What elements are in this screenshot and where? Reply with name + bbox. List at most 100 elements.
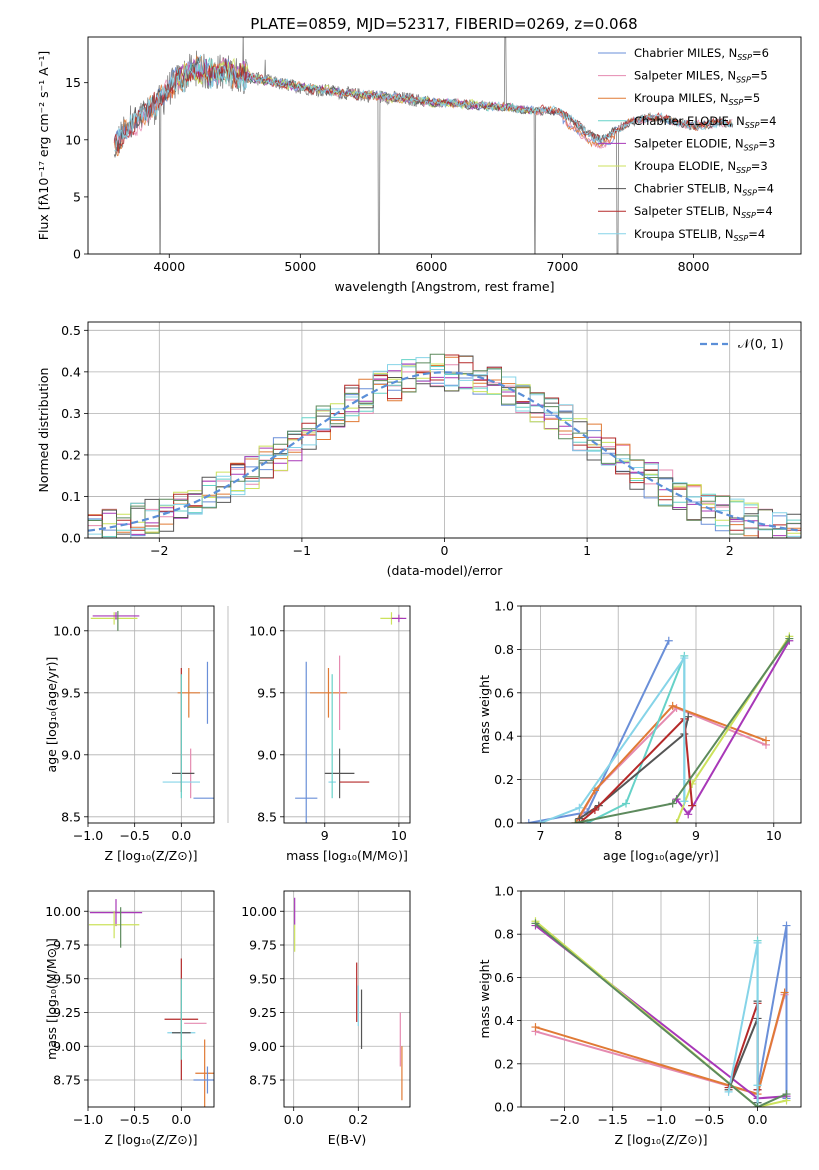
y-tick-label: 0.0: [61, 531, 81, 546]
y-tick-label: 0.2: [61, 447, 81, 462]
legend-label: Salpeter STELIB, NSSP=4: [634, 204, 773, 220]
mass-weight-marker: [668, 799, 677, 808]
legend-label: Salpeter ELODIE, NSSP=3: [634, 136, 775, 152]
mass-weight-marker: [571, 819, 580, 823]
y-tick-label: 9.50: [53, 971, 81, 986]
y-tick-label: 9.25: [249, 1005, 277, 1020]
y-tick-label: 8.75: [53, 1073, 81, 1088]
legend-label: Chabrier MILES, NSSP=6: [634, 46, 769, 62]
panel-mass-vs-EBV: 0.0 0.2 8.75 9.00 9.25 9.50 9.75 10.00 E(B-V): [241, 890, 411, 1147]
y-tick-label: 9.0: [257, 747, 277, 762]
plot-area-mass-weight-vs-Z: [531, 917, 791, 1107]
y-tick-label: 0.4: [61, 364, 81, 379]
x-axis-label: Z [log₁₀(Z/Z⊙)]: [105, 848, 198, 863]
x-tick-label: 0.0: [171, 1112, 191, 1127]
y-axis-label: Normed distribution: [36, 368, 51, 493]
y-tick-label: 5: [73, 189, 81, 204]
mass-weight-marker: [753, 1103, 762, 1107]
y-tick-label: 0.5: [61, 323, 81, 338]
x-tick-label: −1.0: [73, 1112, 103, 1127]
axes-frame: [520, 890, 802, 1108]
mass-weight-marker: [536, 819, 545, 823]
y-tick-label: 9.00: [53, 1039, 81, 1054]
panel-residuals: −2 −1 0 1 2 0.0 0.1 0.2 0.3 0.4 0.5 (data-model)/er…: [36, 321, 802, 578]
mass-weight-marker: [575, 819, 584, 823]
panel-spectrum: 4000 5000 6000 7000 8000 0 5 10 15 wavelength [An…: [36, 36, 802, 294]
y-tick-label: 0.6: [494, 970, 514, 985]
mass-weight-marker: [531, 919, 540, 928]
y-axis-label: mass weight: [477, 675, 492, 754]
x-tick-label: 7: [536, 828, 544, 843]
model-spectrum-line: [175, 57, 537, 114]
plot-area-mass-vs-EBV: [294, 897, 403, 1101]
plot-area-spectrum: [113, 37, 734, 254]
x-tick-label: 0.0: [284, 1112, 304, 1127]
mass-weight-line: [534, 920, 787, 1107]
y-tick-label: 0.4: [494, 1013, 514, 1028]
x-tick-label: 0.0: [171, 828, 191, 843]
x-axis-label: (data-model)/error: [387, 563, 504, 578]
x-tick-label: 0.0: [748, 1112, 768, 1127]
y-tick-label: 1.0: [494, 884, 514, 899]
mass-weight-marker: [622, 799, 630, 808]
x-tick-label: −2: [150, 543, 168, 558]
model-spectrum-line: [114, 54, 733, 152]
y-tick-label: 9.75: [53, 938, 81, 953]
panel-age-vs-mass: 9 10 8.5 9.0 9.5 10.0 mass [log₁₀(M/M⊙)]: [249, 605, 411, 863]
mass-weight-marker: [782, 1090, 791, 1099]
legend-label: Salpeter MILES, NSSP=5: [634, 69, 768, 85]
x-axis-label: mass [log₁₀(M/M⊙)]: [286, 848, 408, 863]
x-tick-label: 6000: [415, 259, 447, 274]
plot-area-age-vs-Z: [90, 610, 214, 799]
x-tick-label: 5000: [284, 259, 316, 274]
mass-weight-marker: [672, 819, 681, 823]
x-tick-label: 10: [391, 828, 407, 843]
mass-weight-line: [578, 716, 694, 823]
x-tick-label: 9: [321, 828, 329, 843]
mass-weight-line: [574, 704, 767, 823]
panel-mass-vs-Z: −1.0 −0.5 0.0 8.75 9.00 9.25 9.50 9.75 10.00 Z [l…: [44, 890, 215, 1147]
axes-frame: [87, 605, 215, 824]
mass-weight-marker: [762, 736, 770, 745]
legend-label: Kroupa ELODIE, NSSP=3: [634, 159, 768, 175]
x-axis-label: age [log₁₀(age/yr)]: [603, 848, 719, 863]
x-axis-label: wavelength [Angstrom, rest frame]: [334, 279, 554, 294]
x-tick-label: 0: [441, 543, 449, 558]
mass-weight-marker: [688, 801, 697, 810]
gaussian-reference-curve: [88, 371, 801, 532]
y-tick-label: 9.50: [249, 971, 277, 986]
y-tick-label: 0.6: [494, 685, 514, 700]
mass-weight-marker: [680, 654, 689, 663]
mass-weight-line: [534, 922, 787, 1107]
y-tick-label: 0.8: [494, 642, 514, 657]
y-tick-label: 0.3: [61, 406, 81, 421]
figure-title: PLATE=0859, MJD=52317, FIBERID=0269, z=0…: [250, 15, 637, 33]
x-tick-label: 7000: [547, 259, 579, 274]
mass-weight-marker: [753, 1081, 762, 1090]
model-spectrum-line: [113, 60, 733, 154]
y-tick-label: 10: [65, 132, 81, 147]
y-tick-label: 9.5: [257, 685, 277, 700]
y-tick-label: 0: [73, 247, 81, 262]
mass-weight-marker: [684, 810, 693, 819]
mass-weight-marker: [524, 819, 533, 823]
plot-area-age-vs-mass: [295, 612, 407, 823]
mass-weight-marker: [780, 988, 789, 997]
y-axis-label: mass [log₁₀(M/M⊙)]: [44, 938, 59, 1060]
y-tick-label: 8.5: [257, 809, 277, 824]
mass-weight-marker: [724, 1087, 733, 1096]
x-axis-label: Z [log₁₀(Z/Z⊙)]: [615, 1132, 708, 1147]
y-tick-label: 1.0: [494, 599, 514, 614]
x-tick-label: 4000: [153, 259, 185, 274]
axes-frame: [87, 321, 802, 539]
y-tick-label: 0.0: [494, 1100, 514, 1115]
x-axis-label: Z [log₁₀(Z/Z⊙)]: [105, 1132, 198, 1147]
mass-weight-marker: [785, 634, 794, 643]
legend-label: Chabrier ELODIE, NSSP=4: [634, 114, 776, 130]
mass-weight-line: [578, 716, 690, 820]
mass-weight-marker: [664, 636, 673, 645]
y-tick-label: 0.2: [494, 1056, 514, 1071]
mass-weight-marker: [531, 1023, 540, 1032]
y-tick-label: 0.4: [494, 729, 514, 744]
